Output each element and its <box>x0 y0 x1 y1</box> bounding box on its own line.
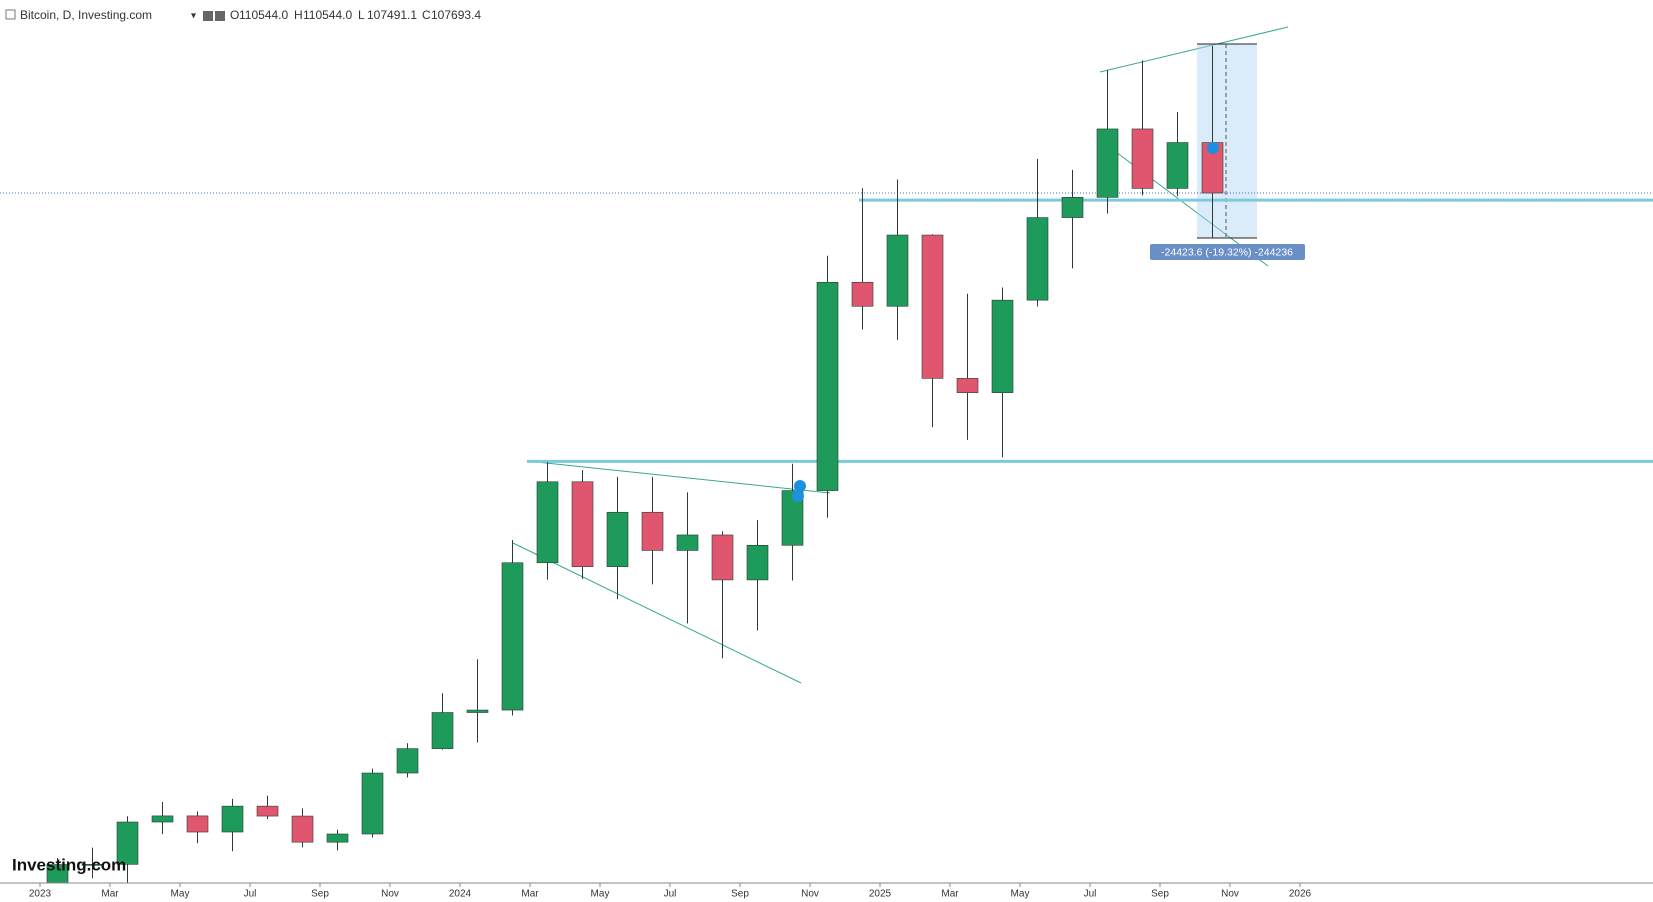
candle-body <box>991 299 1014 393</box>
candle-body <box>396 748 419 774</box>
candle-body <box>676 534 699 551</box>
markers <box>792 142 1219 502</box>
ohlc-value: 110544.0 <box>303 8 352 22</box>
candle-body <box>1026 217 1049 301</box>
x-tick-label: Jul <box>664 889 677 900</box>
x-axis-labels: 2023 Mar May Jul Sep Nov 2024 Mar May Jul Sep Nov 20… <box>29 883 1312 900</box>
x-tick-label: Sep <box>731 889 749 900</box>
candle-body <box>816 281 839 491</box>
candle-body <box>291 815 314 843</box>
icon[interactable] <box>215 11 225 21</box>
collapse-icon[interactable] <box>5 9 16 20</box>
candle-body <box>501 562 524 711</box>
ohlc-value: 107491.1 <box>367 8 417 22</box>
drawings <box>512 26 1653 684</box>
candle-body <box>711 534 734 581</box>
trend-line <box>512 542 802 684</box>
candle-body <box>921 234 944 379</box>
x-tick-label: 2024 <box>449 889 472 900</box>
candle-body <box>1061 197 1084 218</box>
candle-body <box>431 712 454 749</box>
x-tick-label: 2025 <box>869 889 892 900</box>
candle-body <box>746 544 769 581</box>
trend-line <box>526 460 831 494</box>
candle-body <box>851 281 874 307</box>
x-tick-label: Mar <box>941 889 959 900</box>
ohlc-label: L <box>358 8 365 22</box>
x-tick-label: Mar <box>521 889 539 900</box>
candle-body <box>151 815 174 823</box>
x-tick-label: Nov <box>381 889 399 900</box>
measure-label: -24423.6 (-19.32%) -244236 <box>1150 244 1305 260</box>
candle-body <box>956 378 979 393</box>
x-tick-label: Jul <box>244 889 257 900</box>
candle-body <box>46 864 69 883</box>
x-tick-label: Mar <box>101 889 119 900</box>
ohlc: O 110544.0 H 110544.0 L 107491.1 C 107693.4 <box>230 8 481 22</box>
dropdown[interactable]: ▾ <box>191 11 196 22</box>
x-tick-label: Jul <box>1084 889 1097 900</box>
candle-body <box>221 805 244 833</box>
ohlc-label: C <box>422 8 431 22</box>
measure-label-box <box>1150 244 1305 260</box>
candle-body <box>256 805 279 817</box>
candle-body <box>466 709 489 713</box>
candle-body <box>606 511 629 567</box>
candle-body <box>571 481 594 567</box>
candle-body <box>641 511 664 551</box>
candle-body <box>1096 128 1119 198</box>
candle-body <box>81 864 104 866</box>
x-tick-label: 2023 <box>29 889 52 900</box>
candle-body <box>186 815 209 833</box>
ohlc-value: 110544.0 <box>239 8 288 22</box>
icon[interactable] <box>203 11 213 21</box>
x-tick-label: May <box>591 889 610 900</box>
symbol: Bitcoin, D, Investing.com <box>20 8 152 22</box>
candle-body <box>536 481 559 564</box>
candle-body <box>781 490 804 546</box>
x-tick-label: Sep <box>311 889 329 900</box>
candle-body <box>1166 142 1189 189</box>
ohlc-label: H <box>294 8 303 22</box>
candles <box>0 46 1653 883</box>
ohlc-value: 107693.4 <box>431 8 481 22</box>
measure-label-text: -24423.6 (-19.32%) -244236 <box>1161 246 1293 258</box>
marker <box>794 480 806 492</box>
marker <box>792 490 804 502</box>
candle-body <box>886 234 909 307</box>
candle-body <box>361 772 384 835</box>
measure-box <box>1197 44 1257 238</box>
watermark: Investing.com <box>12 855 126 874</box>
trend-line <box>1099 26 1289 73</box>
x-tick-label: May <box>171 889 190 900</box>
x-tick-label: Nov <box>1221 889 1239 900</box>
header: Bitcoin, D, Investing.com ▾ O 110544.0 H 11… <box>5 8 481 22</box>
candle-body <box>1131 128 1154 189</box>
candle-body <box>116 821 139 865</box>
x-tick-label: May <box>1011 889 1030 900</box>
x-tick-label: 2026 <box>1289 889 1312 900</box>
x-tick-label: Nov <box>801 889 819 900</box>
x-tick-label: Sep <box>1151 889 1169 900</box>
candle-body <box>326 833 349 843</box>
ohlc-label: O <box>230 8 239 22</box>
marker <box>1207 142 1219 154</box>
